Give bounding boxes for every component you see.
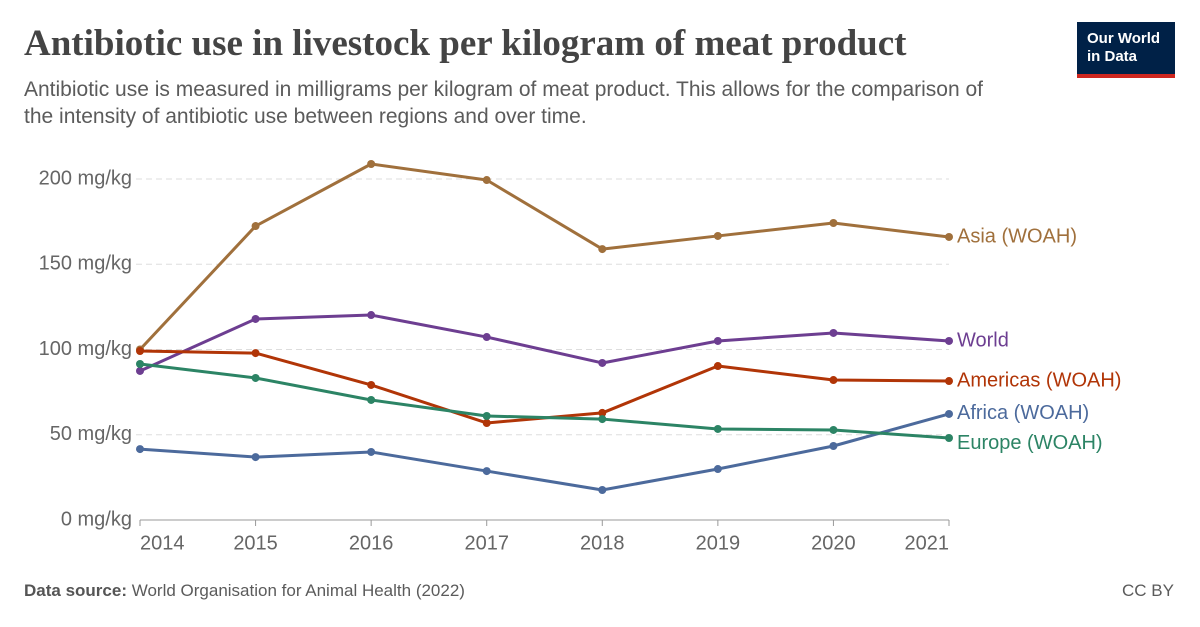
data-point (251, 373, 260, 382)
series-line (139, 362, 950, 440)
license[interactable]: CC BY (1122, 581, 1174, 600)
data-point (367, 380, 376, 389)
data-point (482, 411, 491, 420)
y-tick-label: 50 mg/kg (50, 423, 132, 445)
data-point (598, 485, 607, 494)
series-line (139, 349, 950, 425)
data-point (598, 245, 607, 254)
x-tick-label: 2018 (580, 532, 625, 554)
data-point (251, 222, 260, 231)
data-point (945, 409, 953, 418)
data-point (482, 176, 491, 185)
x-tick-label: 2019 (696, 532, 741, 554)
data-point (482, 418, 491, 427)
legend-label: Europe (WOAH) (957, 432, 1103, 454)
data-point (482, 467, 491, 476)
data-point (136, 359, 144, 368)
x-tick-label: 2020 (811, 532, 856, 554)
data-point (945, 377, 953, 386)
y-tick-label: 200 mg/kg (39, 167, 132, 189)
data-point (251, 314, 260, 323)
footer: Data source: World Organisation for Anim… (24, 581, 465, 601)
data-point (598, 358, 607, 367)
data-point (945, 336, 953, 345)
series-line (138, 162, 950, 351)
data-point (829, 376, 838, 385)
data-point (829, 425, 838, 434)
y-tick-label: 150 mg/kg (39, 253, 132, 275)
legend-label: Africa (WOAH) (957, 402, 1089, 424)
data-point (251, 349, 260, 358)
source: World Organisation for Animal Health (20… (131, 581, 465, 600)
data-point (713, 424, 722, 433)
data-point (367, 159, 376, 168)
x-tick-label: 2021 (905, 532, 950, 554)
data-point (367, 395, 376, 404)
x-tick-label: 2015 (233, 532, 278, 554)
data-point (713, 465, 722, 474)
legend-label: World (957, 329, 1009, 351)
data-point (829, 328, 838, 337)
x-tick-label: 2016 (349, 532, 394, 554)
data-point (713, 231, 722, 240)
x-tick-label: 2014 (140, 532, 185, 554)
logo[interactable]: Our World in Data (1077, 22, 1175, 78)
data-point (251, 453, 260, 462)
data-point (945, 232, 953, 241)
series-line (139, 313, 950, 373)
data-point (598, 415, 607, 424)
legend-label: Americas (WOAH) (957, 369, 1121, 391)
source-label: Data source: (24, 581, 127, 600)
data-point (713, 362, 722, 371)
data-point (713, 336, 722, 345)
x-tick-label: 2017 (464, 532, 509, 554)
data-point (367, 311, 376, 320)
chart-title: Antibiotic use in livestock per kilogram… (24, 23, 907, 64)
data-point (136, 347, 144, 356)
data-point (829, 218, 838, 227)
legend-label: Asia (WOAH) (957, 225, 1077, 247)
data-point (136, 366, 144, 375)
data-point (367, 447, 376, 456)
data-point (945, 433, 953, 442)
y-tick-label: 0 mg/kg (61, 508, 132, 530)
data-point (829, 442, 838, 451)
y-tick-label: 100 mg/kg (39, 338, 132, 360)
chart-subtitle: Antibiotic use is measured in milligrams… (24, 78, 984, 128)
series-line (139, 412, 950, 492)
data-point (482, 333, 491, 342)
data-point (598, 408, 607, 417)
data-point (136, 445, 144, 454)
